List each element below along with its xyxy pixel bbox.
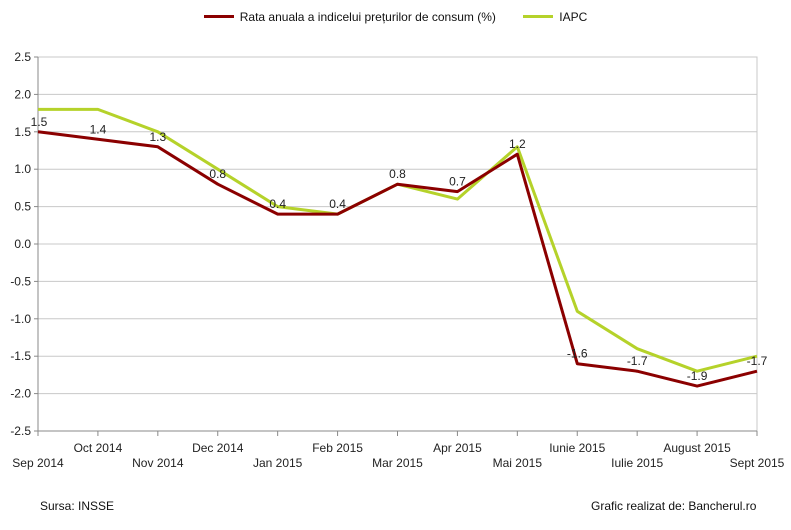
data-label: 0.8 bbox=[389, 167, 406, 181]
x-tick-label: Apr 2015 bbox=[433, 441, 482, 455]
y-tick-label: -2.0 bbox=[10, 387, 31, 401]
legend-swatch-series2 bbox=[523, 15, 554, 18]
legend-label-series2: IAPC bbox=[559, 9, 588, 24]
data-label: 1.3 bbox=[149, 130, 166, 144]
data-label: 0.8 bbox=[209, 167, 226, 181]
x-tick-label: Feb 2015 bbox=[312, 441, 363, 455]
data-label: -1.7 bbox=[747, 354, 768, 368]
source-note: Sursa: INSSE bbox=[40, 499, 115, 513]
x-tick-label: Sep 2014 bbox=[12, 456, 64, 470]
x-tick-label: Jan 2015 bbox=[253, 456, 303, 470]
x-tick-label: Mar 2015 bbox=[372, 456, 423, 470]
data-label: -1.9 bbox=[687, 369, 708, 383]
y-tick-label: 1.5 bbox=[14, 125, 31, 139]
y-tick-label: 2.5 bbox=[14, 50, 31, 64]
y-tick-label: -1.5 bbox=[10, 349, 31, 363]
legend-label-series1: Rata anuala a indicelui prețurilor de co… bbox=[239, 9, 496, 24]
series-line-iapc bbox=[38, 107, 758, 373]
legend-item-series2: IAPC bbox=[523, 10, 587, 24]
y-tick-label: 0.0 bbox=[14, 237, 31, 251]
y-tick-label: -1.0 bbox=[10, 312, 31, 326]
data-label: -1.7 bbox=[627, 354, 648, 368]
data-label: 0.4 bbox=[329, 197, 346, 211]
y-tick-label: -2.5 bbox=[10, 424, 31, 438]
data-label: 1.5 bbox=[31, 115, 48, 129]
y-tick-label: 1.0 bbox=[14, 162, 31, 176]
series-line-cpi bbox=[37, 130, 758, 388]
y-tick-label: -0.5 bbox=[10, 274, 31, 288]
x-tick-label: August 2015 bbox=[663, 441, 731, 455]
data-label: 0.4 bbox=[269, 197, 286, 211]
legend-swatch-series1 bbox=[203, 15, 234, 18]
x-tick-label: Iulie 2015 bbox=[611, 456, 663, 470]
data-label: 0.7 bbox=[449, 175, 466, 189]
x-tick-label: Oct 2014 bbox=[74, 441, 123, 455]
x-tick-label: Nov 2014 bbox=[132, 456, 184, 470]
x-tick-label: Iunie 2015 bbox=[549, 441, 605, 455]
y-tick-label: 2.0 bbox=[14, 87, 31, 101]
x-tick-label: Sept 2015 bbox=[730, 456, 785, 470]
data-label: 1.2 bbox=[509, 137, 526, 151]
data-label: 1.4 bbox=[90, 122, 107, 136]
legend-item-series1: Rata anuala a indicelui prețurilor de co… bbox=[203, 9, 496, 24]
data-label: -1.6 bbox=[567, 347, 588, 361]
credit-note: Grafic realizat de: Bancherul.ro bbox=[591, 499, 757, 513]
x-tick-label: Mai 2015 bbox=[493, 456, 543, 470]
legend: Rata anuala a indicelui prețurilor de co… bbox=[0, 7, 791, 24]
x-tick-label: Dec 2014 bbox=[192, 441, 244, 455]
y-tick-label: 0.5 bbox=[14, 200, 31, 214]
